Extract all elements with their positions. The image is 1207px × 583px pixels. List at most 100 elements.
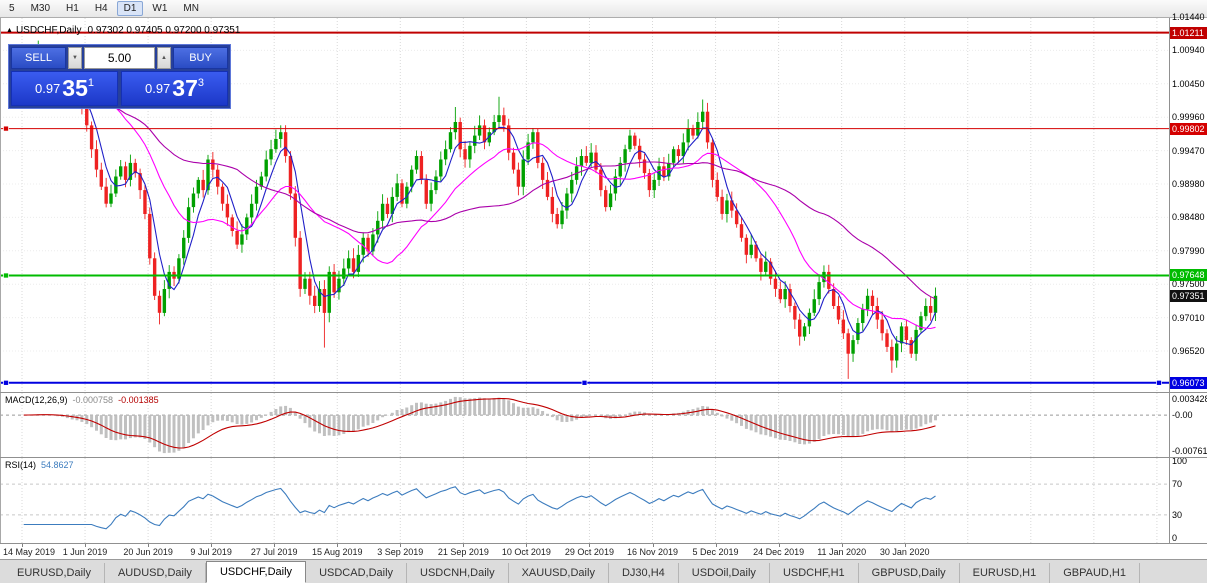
macd-signal-line [23, 397, 936, 449]
price-scale-tick: 0.99960 [1172, 112, 1205, 123]
panel-separator[interactable] [0, 392, 1207, 393]
date-label: 3 Sep 2019 [377, 547, 424, 557]
date-tick [589, 544, 591, 547]
rsi-line [23, 486, 936, 530]
date-label: 20 Jun 2019 [123, 547, 173, 557]
chart-title: ▲ USDCHF,Daily 0.97302 0.97405 0.97200 0.9… [6, 25, 240, 36]
chart-tab-eurusd-h1[interactable]: EURUSD,H1 [960, 563, 1051, 583]
timeframe-button-m30[interactable]: M30 [30, 3, 51, 14]
date-label: 15 Aug 2019 [311, 547, 363, 557]
date-tick [274, 544, 276, 547]
date-tick [211, 544, 213, 547]
timeframe-button-h1[interactable]: H1 [66, 3, 79, 14]
sell-price-fraction: 1 [87, 77, 95, 89]
price-scale-tick: 1.01440 [1172, 12, 1205, 22]
macd-scale-zero: -0.00 [1172, 410, 1193, 421]
timeframe-button-w1[interactable]: W1 [152, 3, 168, 14]
volume-decrease-button[interactable]: ▼ [68, 47, 82, 69]
ma-line-20 [23, 54, 936, 330]
rsi-title: RSI(14) [5, 460, 37, 470]
chart-tab-usdchf-h1[interactable]: USDCHF,H1 [770, 563, 859, 583]
date-axis[interactable]: 14 May 2019 1 Jun 2019 20 Jun 2019 9 Jul 20… [0, 544, 1169, 559]
volume-increase-button[interactable]: ▲ [157, 47, 171, 69]
date-tick [652, 544, 654, 547]
symbol-triangle-icon: ▲ [6, 27, 13, 34]
sell-price-pips: 35 [62, 75, 88, 101]
macd-histogram [27, 396, 937, 454]
buy-button[interactable]: BUY [173, 47, 228, 69]
date-label: 29 Oct 2019 [564, 547, 614, 557]
date-label: 16 Nov 2019 [626, 547, 679, 557]
line-handle[interactable] [3, 379, 9, 386]
rsi-scale-70: 70 [1172, 479, 1183, 490]
chart-tab-usdchf-daily[interactable]: USDCHF,Daily [205, 561, 307, 583]
date-label: 27 Jul 2019 [250, 547, 298, 557]
timeframe-button-h4[interactable]: H4 [94, 3, 108, 14]
line-handle[interactable] [3, 125, 9, 132]
chart-ohlc-values: 0.97302 0.97405 0.97200 0.97351 [87, 25, 241, 36]
macd-scale-max: 0.003428 [1172, 394, 1207, 404]
rsi-scale-0: 0 [1172, 533, 1178, 543]
date-tick [337, 544, 339, 547]
grid-layer [0, 18, 1169, 392]
sell-price-big-figure: 0.97 [34, 81, 61, 96]
macd-panel-canvas[interactable] [0, 393, 1169, 457]
rsi-value: 54.8627 [41, 460, 74, 470]
rsi-panel-canvas[interactable] [0, 458, 1169, 543]
chart-tab-usdoil-daily[interactable]: USDOil,Daily [679, 563, 770, 583]
price-scale-tick: 0.97500 [1172, 279, 1205, 290]
chart-tab-gbpusd-daily[interactable]: GBPUSD,Daily [859, 563, 960, 583]
price-scale-tick: 0.98480 [1172, 212, 1205, 223]
price-scale-tick: 1.00940 [1172, 45, 1205, 56]
price-scale-tick: 0.96520 [1172, 345, 1205, 356]
line-handle[interactable] [581, 379, 588, 386]
line-handle[interactable] [1156, 379, 1162, 386]
timeframe-button-d1[interactable]: D1 [116, 1, 144, 16]
date-tick [148, 544, 150, 547]
line-handle[interactable] [3, 272, 9, 279]
date-label: 14 May 2019 [3, 547, 56, 557]
macd-signal-value: -0.001385 [118, 395, 159, 405]
chart-tab-usdcad-daily[interactable]: USDCAD,Daily [306, 563, 408, 583]
chart-tab-xauusd-daily[interactable]: XAUUSD,Daily [509, 563, 609, 583]
macd-indicator-label: MACD(12,26,9) -0.000758 -0.001385 [5, 395, 159, 405]
date-label: 9 Jul 2019 [190, 547, 232, 557]
chart-tab-bar: EURUSD,Daily AUDUSD,Daily USDCHF,Daily USDC… [0, 559, 1207, 583]
volume-input[interactable] [84, 47, 155, 69]
date-label: 11 Jan 2020 [817, 547, 867, 557]
macd-main-value: -0.000758 [72, 395, 114, 405]
price-scale[interactable]: 1.01440 1.00940 1.00450 0.99960 0.99470 0.989… [1170, 12, 1207, 543]
date-tick [85, 544, 87, 547]
chart-tab-usdcnh-daily[interactable]: USDCNH,Daily [407, 563, 509, 583]
buy-price-display[interactable]: 0.97 37 3 [121, 71, 228, 106]
date-tick [400, 544, 402, 547]
timeframe-button-5[interactable]: 5 [9, 3, 15, 14]
chart-tab-audusd-daily[interactable]: AUDUSD,Daily [105, 563, 206, 583]
price-tag: 0.96073 [1170, 376, 1207, 389]
date-label: 21 Sep 2019 [437, 547, 489, 557]
sell-button[interactable]: SELL [11, 47, 66, 69]
chart-tab-gbpaud-h1[interactable]: GBPAUD,H1 [1050, 563, 1140, 583]
date-tick [904, 544, 906, 547]
chart-symbol-label: USDCHF,Daily [15, 25, 82, 36]
date-label: 30 Jan 2020 [879, 547, 930, 557]
chart-tab-eurusd-daily[interactable]: EURUSD,Daily [4, 563, 105, 583]
rsi-scale-30: 30 [1172, 509, 1183, 520]
macd-scale-min: -0.00761 [1172, 446, 1207, 456]
price-scale-tick: 0.97990 [1172, 245, 1205, 256]
panel-separator [0, 543, 1207, 544]
price-scale-tick: 0.98980 [1172, 178, 1205, 189]
rsi-scale-100: 100 [1172, 456, 1188, 466]
date-tick [841, 544, 843, 547]
panel-separator[interactable] [0, 457, 1207, 458]
chart-tab-dj30-h4[interactable]: DJ30,H4 [609, 563, 679, 583]
ma-line-5 [23, 54, 937, 346]
date-tick [778, 544, 780, 547]
price-tag: 1.01211 [1170, 26, 1207, 39]
sell-price-display[interactable]: 0.97 35 1 [11, 71, 118, 106]
macd-title: MACD(12,26,9) [5, 395, 68, 405]
timeframe-button-mn[interactable]: MN [183, 3, 199, 14]
price-tag: 0.99802 [1170, 122, 1207, 135]
date-tick [22, 544, 23, 547]
